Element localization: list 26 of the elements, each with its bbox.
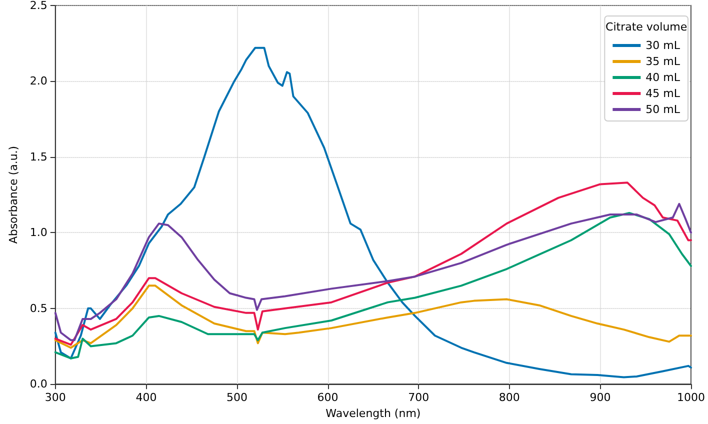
legend-label: 45 mL [646, 87, 681, 100]
legend-title: Citrate volume [606, 20, 688, 34]
y-tick-label: 0.0 [30, 378, 48, 391]
line-series [54, 182, 692, 346]
y-tick-label: 1.0 [30, 226, 48, 240]
x-tick-label: 600 [317, 391, 338, 404]
x-tick-label: 800 [498, 391, 520, 404]
x-tick-label: 500 [226, 391, 248, 404]
y-tick-label: 1.5 [30, 150, 48, 164]
legend-label: 40 mL [646, 71, 681, 84]
y-axis-title: Absorbance (a.u.) [7, 146, 20, 244]
x-tick-label: 900 [590, 391, 611, 404]
line-series [54, 202, 692, 342]
y-tick-label: 2.5 [30, 0, 48, 12]
legend-label: 35 mL [646, 55, 681, 68]
line-series [54, 212, 692, 360]
x-tick-label: 1000 [677, 391, 706, 404]
y-tick-label: 2.0 [30, 74, 48, 88]
x-tick-label: 400 [136, 391, 157, 404]
x-tick-label: 300 [44, 391, 66, 404]
line-series [54, 284, 692, 349]
x-axis-title: Wavelength (nm) [326, 407, 421, 420]
y-tick-label: 0.5 [30, 302, 48, 315]
legend-label: 50 mL [646, 103, 681, 116]
x-tick-label: 700 [408, 391, 430, 404]
legend-label: 30 mL [646, 39, 681, 52]
